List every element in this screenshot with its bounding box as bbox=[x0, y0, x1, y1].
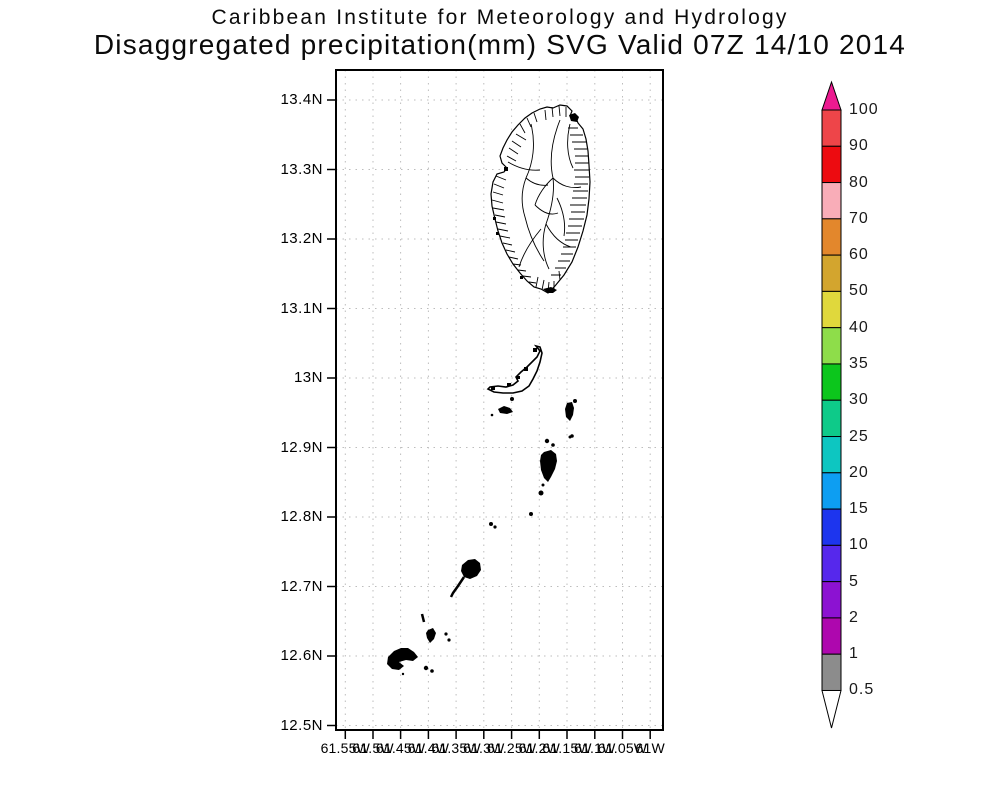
colorbar-level-label: 15 bbox=[849, 500, 869, 518]
colorbar-segment bbox=[821, 508, 842, 546]
island-petit-st-vincent bbox=[430, 669, 434, 673]
colorbar-segment bbox=[821, 327, 842, 365]
islet-dot-7 bbox=[401, 672, 405, 676]
colorbar-arrow-top bbox=[821, 80, 842, 111]
island-tobago-cays-2 bbox=[447, 638, 451, 642]
lat-tick-label: 12.6N bbox=[280, 647, 323, 664]
colorbar bbox=[821, 80, 842, 729]
colorbar-segment bbox=[821, 363, 842, 401]
colorbar-segment bbox=[821, 218, 842, 256]
islet-dot-3 bbox=[570, 434, 574, 438]
island-isle-a-quatre bbox=[498, 406, 513, 414]
lat-tick-label: 12.8N bbox=[280, 508, 323, 525]
colorbar-arrow-bottom bbox=[821, 689, 842, 729]
lon-tick-label: 61.15W bbox=[542, 740, 592, 756]
lat-tick-label: 13N bbox=[293, 369, 323, 386]
islet-dot-4 bbox=[544, 438, 550, 444]
colorbar-segment bbox=[821, 653, 842, 691]
page-subtitle: Disaggregated precipitation(mm) SVG Vali… bbox=[93, 29, 907, 60]
watershed-basin-lines bbox=[507, 119, 582, 270]
axis-tick-marks bbox=[327, 99, 651, 739]
watershed-ribs-west bbox=[491, 133, 537, 284]
colorbar-segment bbox=[821, 544, 842, 583]
colorbar-segment bbox=[821, 290, 842, 329]
watershed-ribs-north-south bbox=[519, 105, 567, 293]
islands-layer bbox=[387, 104, 591, 676]
colorbar-level-label: 90 bbox=[849, 137, 869, 155]
island-bequia bbox=[486, 344, 543, 394]
island-petit-canouan bbox=[529, 512, 533, 516]
island-mustique bbox=[540, 450, 557, 482]
lat-tick-label: 12.7N bbox=[280, 577, 323, 595]
lat-tick-label: 12.9N bbox=[280, 438, 323, 456]
colorbar-segment bbox=[821, 581, 842, 619]
grenadines-small-islands bbox=[387, 397, 577, 676]
lon-tick-label: 61.1W bbox=[574, 740, 616, 756]
colorbar-segment bbox=[821, 472, 842, 510]
colorbar-level-label: 20 bbox=[849, 463, 869, 481]
colorbar-level-label: 0.5 bbox=[849, 681, 875, 699]
colorbar-level-label: 100 bbox=[849, 101, 879, 118]
colorbar-segment bbox=[821, 109, 842, 147]
colorbar-level-label: 1 bbox=[849, 645, 859, 663]
island-petit-mustique bbox=[538, 490, 544, 496]
island-tobago-cays-1 bbox=[444, 632, 448, 636]
colorbar-level-label: 25 bbox=[849, 427, 869, 445]
islet-dot-5 bbox=[551, 443, 555, 447]
map-frame bbox=[335, 69, 664, 731]
colorbar-level-label: 80 bbox=[849, 173, 869, 191]
island-palm bbox=[423, 665, 429, 671]
lon-tick-label: 61.05W bbox=[597, 740, 648, 756]
lon-tick-label: 61.5W bbox=[352, 740, 394, 756]
island-bequia-detail bbox=[491, 348, 537, 390]
colorbar-level-label: 10 bbox=[849, 536, 869, 554]
colorbar-level-label: 30 bbox=[849, 391, 869, 409]
lat-tick-label: 13.3N bbox=[280, 160, 323, 178]
island-canouan bbox=[461, 559, 481, 579]
colorbar-level-label: 2 bbox=[849, 608, 859, 626]
colorbar-segment bbox=[821, 436, 842, 474]
colorbar-segment bbox=[821, 182, 842, 220]
graticule-gridlines bbox=[336, 70, 663, 730]
colorbar-level-label: 60 bbox=[849, 246, 869, 264]
islet-dash-mayreau-n bbox=[420, 613, 426, 623]
island-union bbox=[387, 648, 418, 670]
lon-tick-label: 61.55W bbox=[320, 740, 371, 756]
page-title: Caribbean Institute for Meteorology and … bbox=[211, 6, 789, 29]
island-battowia bbox=[565, 402, 574, 421]
colorbar-segment bbox=[821, 399, 842, 438]
colorbar-level-label: 50 bbox=[849, 282, 869, 300]
lon-tick-label: 61.2W bbox=[518, 740, 561, 756]
colorbar-level-label: 35 bbox=[849, 354, 869, 372]
island-savan bbox=[489, 522, 493, 526]
colorbar-segment bbox=[821, 254, 842, 292]
colorbar-level-label: 40 bbox=[849, 318, 869, 336]
islet-dot-6 bbox=[541, 483, 545, 487]
lon-tick-label: 61.45W bbox=[375, 740, 426, 756]
colorbar-level-label: 70 bbox=[849, 209, 869, 227]
lat-tick-label: 13.4N bbox=[280, 91, 323, 108]
lon-tick-label: 61W bbox=[635, 740, 665, 756]
watershed-ribs-east bbox=[551, 127, 589, 276]
lat-tick-label: 13.1N bbox=[280, 299, 323, 317]
lon-tick-label: 61.3W bbox=[463, 740, 505, 756]
colorbar-level-label: 5 bbox=[849, 572, 859, 590]
island-baliceaux bbox=[573, 399, 577, 403]
lon-tick-label: 61.25W bbox=[486, 740, 537, 756]
island-petit-nevis bbox=[510, 397, 514, 401]
lon-tick-label: 61.35W bbox=[431, 740, 481, 756]
lon-tick-label: 61.4W bbox=[407, 740, 450, 756]
lat-tick-label: 13.2N bbox=[280, 230, 323, 247]
colorbar-segment bbox=[821, 145, 842, 184]
island-canouan-tail bbox=[449, 576, 466, 598]
island-savan-2 bbox=[493, 525, 497, 529]
island-mayreau bbox=[426, 628, 436, 643]
colorbar-segment bbox=[821, 617, 842, 655]
islet-dot-1 bbox=[490, 413, 494, 417]
island-st-vincent bbox=[490, 104, 591, 294]
lat-tick-label: 12.5N bbox=[280, 716, 323, 734]
